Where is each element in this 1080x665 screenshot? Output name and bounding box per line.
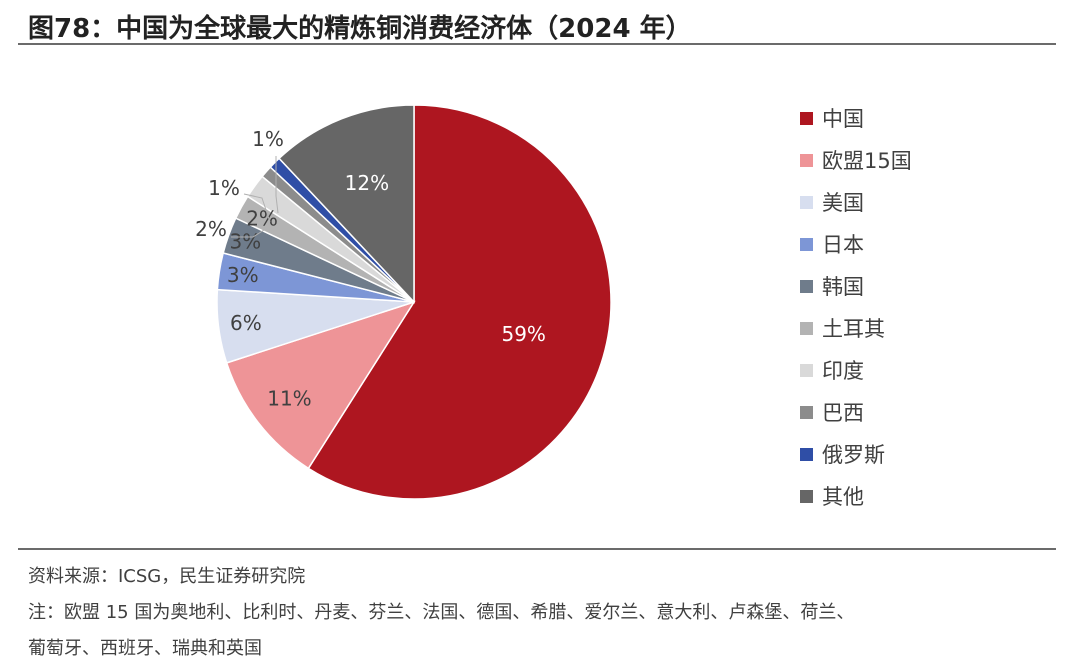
legend-swatch	[800, 195, 813, 209]
legend-item-brazil: 巴西	[800, 391, 912, 433]
legend-swatch	[800, 279, 813, 293]
legend-item-india: 印度	[800, 349, 912, 391]
pie-slice-other	[278, 104, 415, 304]
data-label-eu15: 11%	[267, 387, 311, 411]
legend-label: 中国	[822, 107, 864, 131]
footnote-line-1: 注：欧盟 15 国为奥地利、比利时、丹麦、芬兰、法国、德国、希腊、爱尔兰、意大利…	[28, 602, 855, 623]
data-label-russia: 1%	[252, 127, 284, 151]
data-label-korea: 3%	[229, 229, 261, 253]
pie-chart: 59%11%6%3%3%2%2%1%1%12%	[195, 104, 612, 500]
legend-swatch	[800, 153, 813, 167]
legend-item-other: 其他	[800, 475, 912, 517]
data-label-turkey: 2%	[246, 206, 278, 230]
data-label-china: 59%	[501, 322, 545, 346]
legend-label: 美国	[822, 191, 864, 215]
legend-item-turkey: 土耳其	[800, 307, 912, 349]
legend-item-china: 中国	[800, 97, 912, 139]
data-label-india: 2%	[195, 217, 227, 241]
legend-swatch	[800, 405, 813, 419]
legend-label: 欧盟15国	[822, 149, 912, 173]
legend-item-japan: 日本	[800, 223, 912, 265]
legend-item-russia: 俄罗斯	[800, 433, 912, 475]
title-divider	[18, 43, 1056, 45]
pie-slice-eu15	[225, 300, 416, 470]
legend-item-eu15: 欧盟15国	[800, 139, 912, 181]
legend-item-usa: 美国	[800, 181, 912, 223]
legend-item-korea: 韩国	[800, 265, 912, 307]
legend-label: 韩国	[822, 275, 864, 299]
leader-line-russia	[275, 156, 279, 214]
data-label-brazil: 1%	[208, 176, 240, 200]
legend-swatch	[800, 489, 813, 503]
chart-title: 图78：中国为全球最大的精炼铜消费经济体（2024 年）	[28, 14, 692, 44]
legend: 中国欧盟15国美国日本韩国土耳其印度巴西俄罗斯其他	[800, 97, 912, 517]
legend-swatch	[800, 111, 813, 125]
legend-swatch	[800, 321, 813, 335]
footnote-line-2: 葡萄牙、西班牙、瑞典和英国	[28, 638, 262, 659]
legend-swatch	[800, 447, 813, 461]
legend-swatch	[800, 363, 813, 377]
source-note: 资料来源：ICSG，民生证券研究院	[28, 566, 306, 587]
legend-label: 巴西	[822, 401, 864, 425]
legend-swatch	[800, 237, 813, 251]
leader-line-india	[231, 229, 265, 238]
legend-label: 其他	[822, 485, 864, 509]
pie-slice-china	[307, 104, 612, 500]
data-label-japan: 3%	[227, 263, 259, 287]
legend-label: 土耳其	[822, 317, 885, 341]
legend-label: 日本	[822, 233, 864, 257]
footer-divider	[18, 548, 1056, 550]
leader-line-brazil	[243, 193, 271, 223]
data-label-other: 12%	[345, 171, 389, 195]
data-label-usa: 6%	[230, 311, 262, 335]
legend-label: 俄罗斯	[822, 443, 885, 467]
legend-label: 印度	[822, 359, 864, 383]
